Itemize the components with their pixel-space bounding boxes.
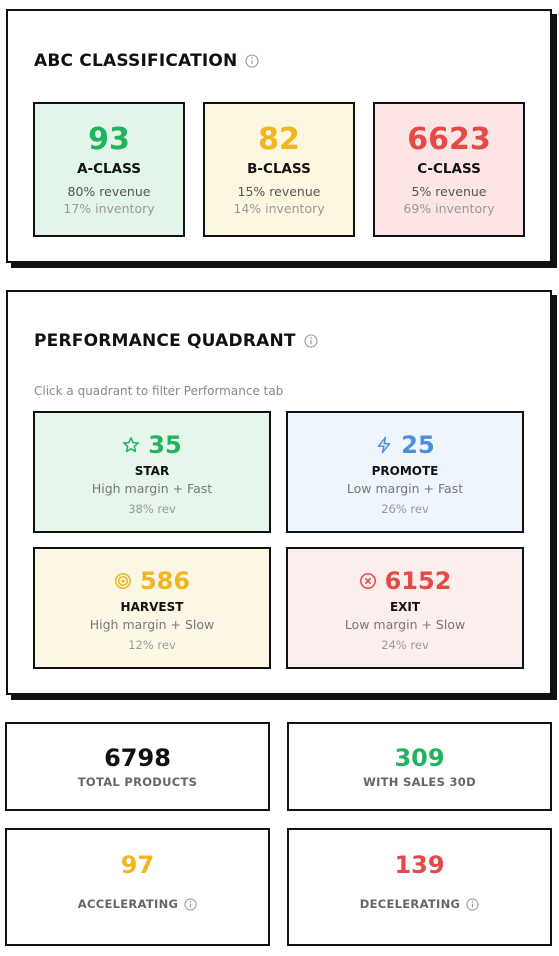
accelerating-label: ACCELERATING xyxy=(77,897,179,911)
exit-label: EXIT xyxy=(389,600,421,614)
c-class-inventory: 69% inventory xyxy=(403,201,495,216)
lightning-icon xyxy=(378,436,391,454)
exit-rev: 24% rev xyxy=(381,638,429,652)
promote-count: 25 xyxy=(401,431,435,459)
promote-desc: Low margin + Fast xyxy=(346,481,464,496)
decelerating-label: DECELERATING xyxy=(359,897,461,911)
with-sales-30d-label: WITH SALES 30D xyxy=(363,775,476,789)
promote-label: PROMOTE xyxy=(371,464,439,478)
a-class-card[interactable]: 93 A-CLASS 80% revenue 17% inventory xyxy=(33,102,185,237)
exit-desc: Low margin + Slow xyxy=(344,617,466,632)
total-products-stat: 6798 TOTAL PRODUCTS xyxy=(5,722,270,811)
a-class-revenue: 80% revenue xyxy=(67,184,151,199)
star-icon xyxy=(123,437,140,453)
b-class-inventory: 14% inventory xyxy=(233,201,325,216)
abc-title-row: ABC CLASSIFICATION xyxy=(34,51,260,71)
exit-quadrant[interactable]: 6152 EXIT Low margin + Slow 24% rev xyxy=(286,547,524,669)
performance-quadrant-panel: PERFORMANCE QUADRANT Click a quadrant to… xyxy=(6,290,552,695)
info-icon[interactable] xyxy=(245,54,260,68)
promote-quadrant[interactable]: 25 PROMOTE Low margin + Fast 26% rev xyxy=(286,411,524,533)
info-icon[interactable] xyxy=(466,897,479,911)
quadrant-title: PERFORMANCE QUADRANT xyxy=(34,331,296,351)
accelerating-stat: 97 ACCELERATING xyxy=(5,828,270,946)
b-class-card[interactable]: 82 B-CLASS 15% revenue 14% inventory xyxy=(203,102,355,237)
abc-title: ABC CLASSIFICATION xyxy=(34,51,238,71)
harvest-desc: High margin + Slow xyxy=(89,617,215,632)
decelerating-value: 139 xyxy=(394,851,445,879)
c-class-card[interactable]: 6623 C-CLASS 5% revenue 69% inventory xyxy=(373,102,525,237)
star-count: 35 xyxy=(148,431,182,459)
harvest-rev: 12% rev xyxy=(128,638,176,652)
harvest-count: 586 xyxy=(139,567,191,595)
info-icon[interactable] xyxy=(184,897,197,911)
target-icon xyxy=(114,573,131,589)
with-sales-30d-value: 309 xyxy=(394,744,445,772)
total-products-label: TOTAL PRODUCTS xyxy=(77,775,198,789)
accelerating-value: 97 xyxy=(120,851,155,879)
abc-classification-panel: ABC CLASSIFICATION 93 A-CLASS 80% revenu… xyxy=(6,9,552,263)
harvest-label: HARVEST xyxy=(120,600,184,614)
exit-count: 6152 xyxy=(384,567,452,595)
promote-rev: 26% rev xyxy=(381,502,429,516)
quadrant-subtitle: Click a quadrant to filter Performance t… xyxy=(34,384,284,398)
total-products-value: 6798 xyxy=(104,744,171,772)
star-label: STAR xyxy=(134,464,170,478)
star-quadrant[interactable]: 35 STAR High margin + Fast 38% rev xyxy=(33,411,271,533)
c-class-count: 6623 xyxy=(407,122,491,157)
a-class-label: A-CLASS xyxy=(77,161,141,177)
with-sales-30d-stat: 309 WITH SALES 30D xyxy=(287,722,552,811)
a-class-inventory: 17% inventory xyxy=(63,201,155,216)
a-class-count: 93 xyxy=(88,122,130,157)
c-class-revenue: 5% revenue xyxy=(411,184,487,199)
c-class-label: C-CLASS xyxy=(417,161,481,177)
b-class-revenue: 15% revenue xyxy=(237,184,321,199)
quadrant-title-row: PERFORMANCE QUADRANT xyxy=(34,331,318,351)
decelerating-stat: 139 DECELERATING xyxy=(287,828,552,946)
b-class-count: 82 xyxy=(258,122,300,157)
harvest-quadrant[interactable]: 586 HARVEST High margin + Slow 12% rev xyxy=(33,547,271,669)
info-icon[interactable] xyxy=(304,334,318,348)
star-desc: High margin + Fast xyxy=(91,481,213,496)
b-class-label: B-CLASS xyxy=(247,161,311,177)
x-circle-icon xyxy=(359,573,376,589)
star-rev: 38% rev xyxy=(128,502,176,516)
